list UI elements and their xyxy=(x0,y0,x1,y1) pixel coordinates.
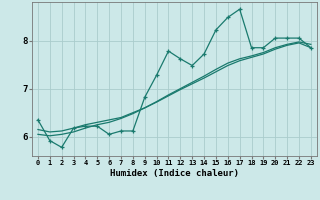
X-axis label: Humidex (Indice chaleur): Humidex (Indice chaleur) xyxy=(110,169,239,178)
